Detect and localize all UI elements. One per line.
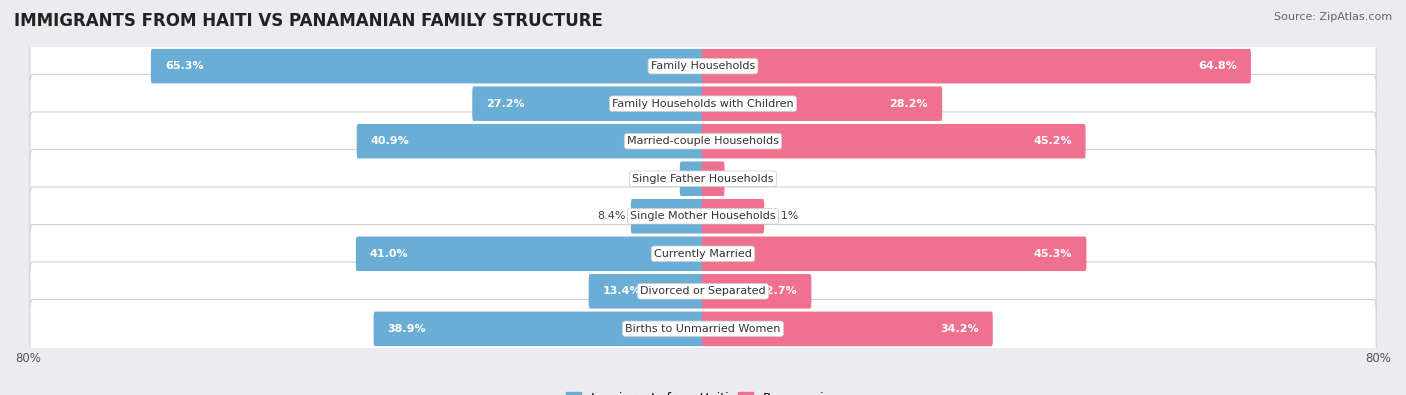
Text: Births to Unmarried Women: Births to Unmarried Women [626, 324, 780, 334]
FancyBboxPatch shape [702, 49, 1251, 83]
Text: Currently Married: Currently Married [654, 249, 752, 259]
FancyBboxPatch shape [374, 312, 704, 346]
FancyBboxPatch shape [702, 199, 765, 233]
Text: Source: ZipAtlas.com: Source: ZipAtlas.com [1274, 12, 1392, 22]
Text: 7.1%: 7.1% [769, 211, 799, 221]
Legend: Immigrants from Haiti, Panamanian: Immigrants from Haiti, Panamanian [562, 389, 844, 395]
FancyBboxPatch shape [357, 124, 704, 158]
FancyBboxPatch shape [702, 312, 993, 346]
FancyBboxPatch shape [681, 162, 704, 196]
Text: 12.7%: 12.7% [759, 286, 797, 296]
FancyBboxPatch shape [702, 237, 1087, 271]
FancyBboxPatch shape [30, 299, 1376, 358]
Text: 41.0%: 41.0% [370, 249, 408, 259]
Text: 8.4%: 8.4% [598, 211, 626, 221]
Text: 64.8%: 64.8% [1198, 61, 1237, 71]
FancyBboxPatch shape [30, 149, 1376, 208]
Text: Family Households with Children: Family Households with Children [612, 99, 794, 109]
FancyBboxPatch shape [30, 187, 1376, 246]
Text: Divorced or Separated: Divorced or Separated [640, 286, 766, 296]
FancyBboxPatch shape [631, 199, 704, 233]
FancyBboxPatch shape [702, 162, 724, 196]
Text: 45.2%: 45.2% [1033, 136, 1071, 146]
Text: 2.6%: 2.6% [645, 174, 675, 184]
Text: 27.2%: 27.2% [486, 99, 524, 109]
Text: Family Households: Family Households [651, 61, 755, 71]
FancyBboxPatch shape [702, 274, 811, 308]
FancyBboxPatch shape [702, 87, 942, 121]
Text: Married-couple Households: Married-couple Households [627, 136, 779, 146]
FancyBboxPatch shape [702, 124, 1085, 158]
Text: 28.2%: 28.2% [890, 99, 928, 109]
FancyBboxPatch shape [150, 49, 704, 83]
Text: 38.9%: 38.9% [388, 324, 426, 334]
Text: Single Mother Households: Single Mother Households [630, 211, 776, 221]
Text: 40.9%: 40.9% [371, 136, 409, 146]
FancyBboxPatch shape [30, 37, 1376, 96]
FancyBboxPatch shape [589, 274, 704, 308]
FancyBboxPatch shape [30, 224, 1376, 283]
FancyBboxPatch shape [30, 112, 1376, 171]
Text: 2.4%: 2.4% [730, 174, 758, 184]
FancyBboxPatch shape [356, 237, 704, 271]
Text: Single Father Households: Single Father Households [633, 174, 773, 184]
FancyBboxPatch shape [30, 262, 1376, 321]
Text: IMMIGRANTS FROM HAITI VS PANAMANIAN FAMILY STRUCTURE: IMMIGRANTS FROM HAITI VS PANAMANIAN FAMI… [14, 12, 603, 30]
Text: 13.4%: 13.4% [603, 286, 641, 296]
FancyBboxPatch shape [30, 74, 1376, 133]
Text: 45.3%: 45.3% [1033, 249, 1073, 259]
Text: 65.3%: 65.3% [165, 61, 204, 71]
Text: 34.2%: 34.2% [941, 324, 979, 334]
FancyBboxPatch shape [472, 87, 704, 121]
